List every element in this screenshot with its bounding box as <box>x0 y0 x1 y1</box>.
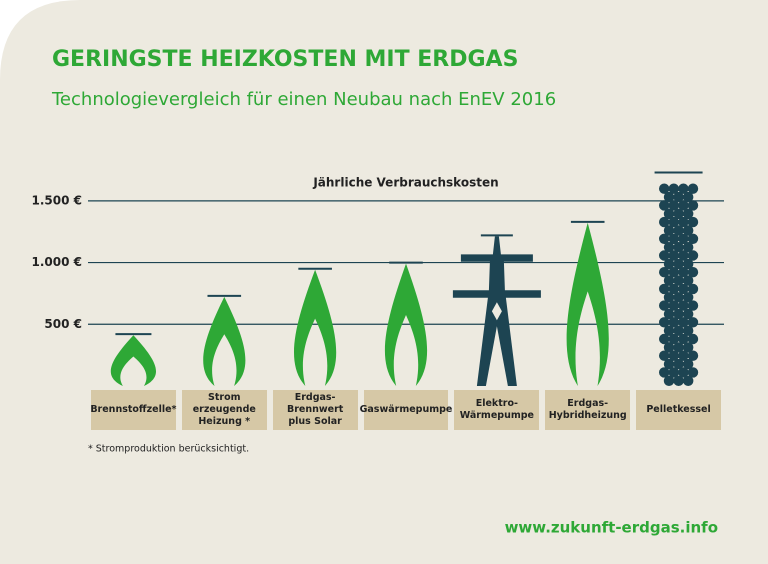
x-tick-label: Erdgas-Brennwert plus Solar <box>272 390 358 430</box>
bar <box>452 234 541 386</box>
flame-icon <box>566 222 609 386</box>
pylon-inner <box>491 302 502 321</box>
x-tick-label: Gaswärmepumpe <box>360 390 452 430</box>
axis-title: Jährliche Verbrauchskosten <box>312 176 498 190</box>
flame-icon <box>384 263 428 386</box>
flame-icon <box>110 335 157 386</box>
pellet-icon <box>659 183 699 387</box>
source-url: www.zukunft-erdgas.info <box>505 519 718 537</box>
x-tick-label: Strom erzeugende Heizung * <box>181 390 267 430</box>
x-tick-label: Brennstoffzelle* <box>90 390 177 430</box>
bar <box>110 333 157 386</box>
footnote: * Stromproduktion berücksichtigt. <box>88 444 249 455</box>
chart-subtitle: Technologievergleich für einen Neubau na… <box>51 89 556 110</box>
bar <box>203 294 246 386</box>
bar <box>566 220 609 386</box>
x-tick-label: Elektro-Wärmepumpe <box>454 390 540 430</box>
x-tick-label: Erdgas-Hybridheizung <box>545 390 631 430</box>
flame-icon <box>294 269 337 386</box>
bar <box>654 171 703 387</box>
chart-title: GERINGSTE HEIZKOSTEN MIT ERDGAS <box>52 47 518 72</box>
x-tick-label: Pelletkessel <box>636 390 721 430</box>
flame-icon <box>203 296 246 386</box>
bar <box>294 267 337 386</box>
y-tick-label: 1.500 € <box>32 193 82 207</box>
bar <box>384 261 428 386</box>
y-tick-label: 500 € <box>44 317 82 331</box>
y-tick-label: 1.000 € <box>32 255 82 269</box>
